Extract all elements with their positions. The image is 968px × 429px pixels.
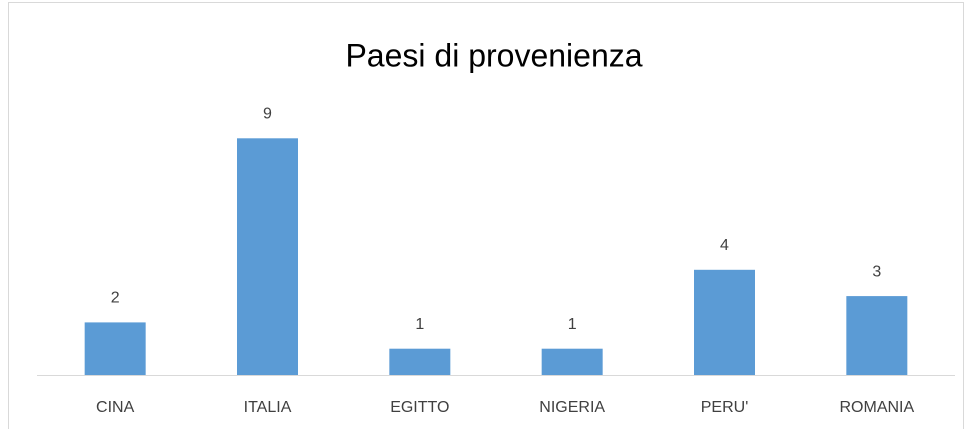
bar (389, 348, 451, 375)
chart-title: Paesi di provenienza (345, 37, 642, 73)
bar (846, 296, 908, 375)
x-tick-label: EGITTO (390, 399, 449, 416)
data-label: 9 (263, 106, 272, 123)
x-tick-label: ITALIA (244, 399, 292, 416)
bar (541, 348, 603, 375)
chart-border (8, 2, 964, 429)
x-tick-label: ROMANIA (839, 399, 914, 416)
data-label: 1 (568, 316, 577, 333)
data-label: 4 (720, 237, 729, 254)
bar (84, 322, 146, 375)
bar (237, 138, 298, 375)
x-tick-label: NIGERIA (539, 399, 605, 416)
x-tick-label: PERU' (701, 399, 749, 416)
data-label: 2 (111, 290, 120, 307)
data-label: 1 (415, 316, 424, 333)
bar (694, 269, 755, 375)
x-tick-label: CINA (96, 399, 135, 416)
data-label: 3 (872, 263, 881, 280)
